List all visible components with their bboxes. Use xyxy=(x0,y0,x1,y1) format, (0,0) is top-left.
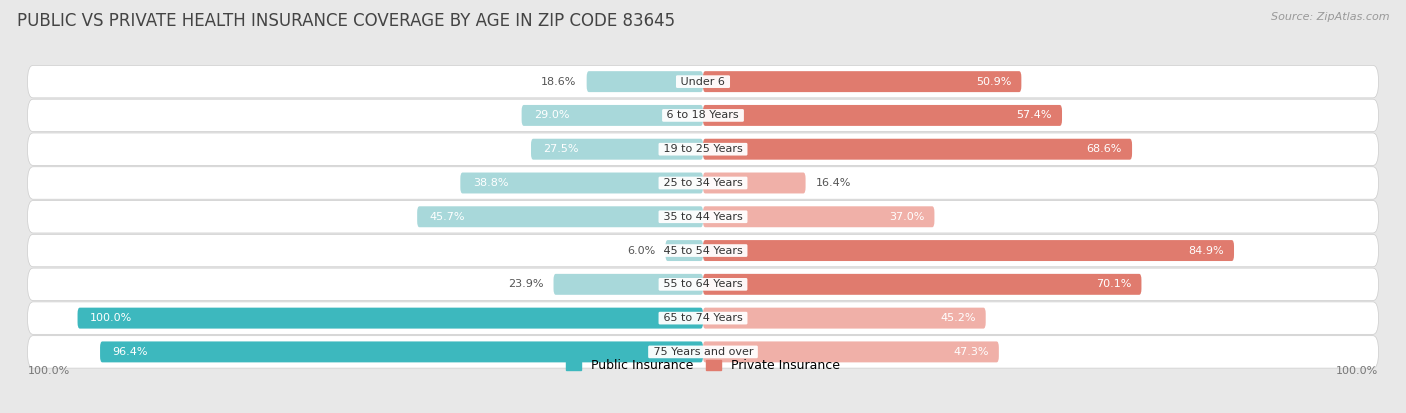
FancyBboxPatch shape xyxy=(703,240,1234,261)
Text: 38.8%: 38.8% xyxy=(472,178,509,188)
Text: 37.0%: 37.0% xyxy=(889,212,924,222)
Text: 96.4%: 96.4% xyxy=(112,347,148,357)
FancyBboxPatch shape xyxy=(703,206,935,227)
FancyBboxPatch shape xyxy=(28,133,1378,166)
FancyBboxPatch shape xyxy=(28,336,1378,368)
FancyBboxPatch shape xyxy=(703,105,1062,126)
Legend: Public Insurance, Private Insurance: Public Insurance, Private Insurance xyxy=(561,354,845,377)
FancyBboxPatch shape xyxy=(460,173,703,193)
Text: 6.0%: 6.0% xyxy=(627,246,655,256)
Text: 23.9%: 23.9% xyxy=(508,279,544,290)
Text: 25 to 34 Years: 25 to 34 Years xyxy=(659,178,747,188)
Text: 45.2%: 45.2% xyxy=(941,313,976,323)
FancyBboxPatch shape xyxy=(77,308,703,329)
Text: 47.3%: 47.3% xyxy=(953,347,988,357)
FancyBboxPatch shape xyxy=(522,105,703,126)
Text: 68.6%: 68.6% xyxy=(1087,144,1122,154)
Text: 16.4%: 16.4% xyxy=(815,178,851,188)
Text: 65 to 74 Years: 65 to 74 Years xyxy=(659,313,747,323)
FancyBboxPatch shape xyxy=(418,206,703,227)
FancyBboxPatch shape xyxy=(28,302,1378,335)
FancyBboxPatch shape xyxy=(531,139,703,160)
FancyBboxPatch shape xyxy=(703,274,1142,295)
Text: 18.6%: 18.6% xyxy=(541,77,576,87)
FancyBboxPatch shape xyxy=(703,173,806,193)
Text: 35 to 44 Years: 35 to 44 Years xyxy=(659,212,747,222)
FancyBboxPatch shape xyxy=(28,99,1378,132)
Text: 100.0%: 100.0% xyxy=(90,313,132,323)
FancyBboxPatch shape xyxy=(100,342,703,362)
FancyBboxPatch shape xyxy=(703,342,998,362)
Text: 19 to 25 Years: 19 to 25 Years xyxy=(659,144,747,154)
Text: 45 to 54 Years: 45 to 54 Years xyxy=(659,246,747,256)
FancyBboxPatch shape xyxy=(28,268,1378,301)
Text: 100.0%: 100.0% xyxy=(28,366,70,376)
FancyBboxPatch shape xyxy=(665,240,703,261)
Text: Under 6: Under 6 xyxy=(678,77,728,87)
Text: 57.4%: 57.4% xyxy=(1017,110,1052,121)
FancyBboxPatch shape xyxy=(703,308,986,329)
Text: 27.5%: 27.5% xyxy=(544,144,579,154)
FancyBboxPatch shape xyxy=(586,71,703,92)
FancyBboxPatch shape xyxy=(703,71,1021,92)
Text: 6 to 18 Years: 6 to 18 Years xyxy=(664,110,742,121)
Text: 55 to 64 Years: 55 to 64 Years xyxy=(659,279,747,290)
FancyBboxPatch shape xyxy=(28,234,1378,267)
Text: PUBLIC VS PRIVATE HEALTH INSURANCE COVERAGE BY AGE IN ZIP CODE 83645: PUBLIC VS PRIVATE HEALTH INSURANCE COVER… xyxy=(17,12,675,31)
FancyBboxPatch shape xyxy=(28,167,1378,199)
Text: 84.9%: 84.9% xyxy=(1188,246,1225,256)
Text: Source: ZipAtlas.com: Source: ZipAtlas.com xyxy=(1271,12,1389,22)
Text: 100.0%: 100.0% xyxy=(1336,366,1378,376)
Text: 50.9%: 50.9% xyxy=(976,77,1011,87)
FancyBboxPatch shape xyxy=(28,201,1378,233)
FancyBboxPatch shape xyxy=(28,65,1378,98)
Text: 45.7%: 45.7% xyxy=(430,212,465,222)
FancyBboxPatch shape xyxy=(554,274,703,295)
Text: 75 Years and over: 75 Years and over xyxy=(650,347,756,357)
FancyBboxPatch shape xyxy=(703,139,1132,160)
Text: 70.1%: 70.1% xyxy=(1097,279,1132,290)
Text: 29.0%: 29.0% xyxy=(534,110,569,121)
